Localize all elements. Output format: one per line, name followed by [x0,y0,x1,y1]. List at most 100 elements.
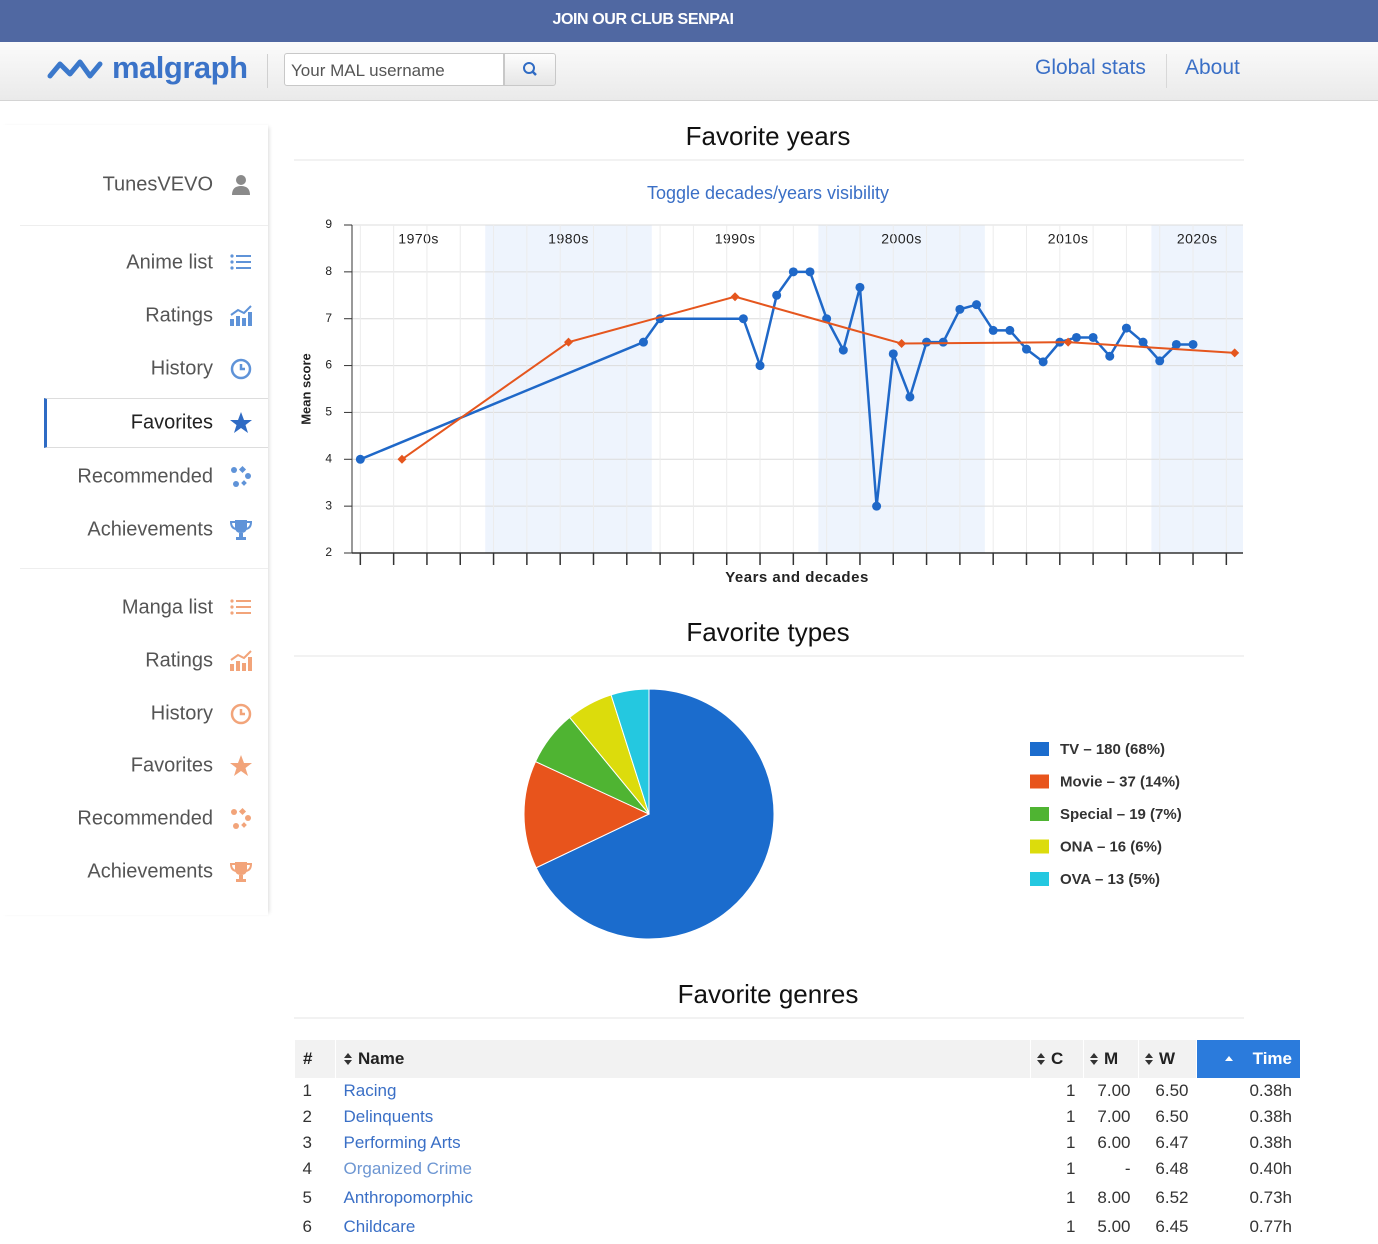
legend-label: OVA – 13 (5%) [1060,871,1160,888]
cell: 6 [302,1217,312,1236]
decade-label: 2020s [1177,231,1218,247]
column-header[interactable]: C [1030,1040,1084,1078]
genre-link[interactable]: Organized Crime [343,1159,473,1178]
table-row: 5 Anthropomorphic 1 8.00 6.52 0.73h [295,1182,1301,1214]
cell: 2 [302,1107,312,1126]
cell: 1 [1066,1159,1076,1178]
table-row: 6 Childcare 1 5.00 6.45 0.77h [295,1214,1301,1240]
genres-table: # Name C M W Time 1 Racing 1 7.00 6.50 0.38h 2 Delinq… [294,1040,1300,1240]
legend-label: TV – 180 (68%) [1060,741,1165,758]
icon-part [230,358,252,380]
genre-link[interactable]: Racing [343,1081,397,1100]
nav-link[interactable]: Global stats [1035,56,1146,79]
point [805,267,815,277]
menu-item[interactable]: Recommended [0,799,268,839]
header-label: M [1104,1049,1119,1068]
user-item[interactable]: TunesVEVO [0,165,268,205]
search-input[interactable]: Your MAL username [284,53,504,86]
menu-item[interactable]: Ratings [0,296,268,336]
genre-link[interactable]: Anthropomorphic [343,1188,473,1207]
y-tick-label: 5 [325,405,332,419]
point [1105,351,1115,361]
banner-text[interactable]: JOIN OUR CLUB SENPAI [552,11,734,28]
point [1171,339,1181,349]
decade-label: 1970s [398,231,439,247]
header-label: Time [1252,1049,1292,1068]
icon-part [236,612,251,614]
legend-swatch [1030,872,1049,886]
cell: 6.47 [1155,1133,1189,1152]
icon-part [231,809,237,815]
username: TunesVEVO [102,173,213,196]
menu-item[interactable]: Achievements [0,852,268,892]
genre-link[interactable]: Delinquents [343,1107,434,1126]
point [1063,337,1073,347]
icon [230,703,252,725]
menu-item[interactable]: Recommended [0,457,268,497]
point [1121,323,1131,333]
column-header[interactable]: W [1138,1040,1197,1078]
cell: 1 [1066,1081,1076,1100]
menu-label: Favorites [130,411,213,434]
decade-label: 2000s [881,231,922,247]
nav-link[interactable]: About [1185,56,1240,79]
table-row: 2 Delinquents 1 7.00 6.50 0.38h [295,1104,1301,1130]
icon [230,305,252,326]
menu-item[interactable]: History [0,349,268,389]
logo-icon[interactable] [46,52,108,88]
icon [231,807,251,829]
menu-item[interactable]: Manga list [0,588,268,628]
cell: 1 [302,1081,312,1100]
decade-band [818,225,985,553]
section-title: Favorite genres [678,979,859,1009]
legend-swatch [1030,742,1049,756]
menu-label: Achievements [87,860,213,883]
sort-icon [1037,1053,1045,1065]
icon-part [230,611,234,615]
genre-link[interactable]: Performing Arts [343,1133,461,1152]
icon-part [245,815,251,821]
column-header[interactable]: Name [335,1040,1031,1078]
genre-link[interactable]: Childcare [343,1217,416,1236]
menu-label: Recommended [77,807,213,830]
icon-part [230,266,234,270]
separator [20,568,268,569]
cell: 5 [302,1188,312,1207]
cell: 5.00 [1097,1217,1131,1236]
series-line [401,295,1235,461]
icon [230,650,252,671]
y-tick-label: 6 [325,358,332,372]
search-button[interactable] [504,53,556,86]
sort-icon [1090,1053,1098,1065]
icon-part [230,599,234,603]
icon [230,412,252,433]
table: # Name C M W Time 1 Racing 1 7.00 6.50 0.38h 2 Delinq… [294,1040,1300,1240]
icon [231,465,251,487]
point [888,349,898,359]
menu-item[interactable]: History [0,694,268,734]
column-header[interactable]: M [1083,1040,1139,1078]
icon-part [245,473,251,479]
point [955,304,965,314]
menu-item[interactable]: Anime list [0,243,268,283]
banner[interactable]: JOIN OUR CLUB SENPAI [0,0,1378,42]
menu-item[interactable]: Favorites [0,746,268,786]
point [1088,332,1098,342]
point [872,501,882,511]
icon-part [230,703,252,725]
menu-label: Achievements [87,518,213,541]
menu-item[interactable]: Achievements [0,510,268,550]
logo[interactable]: malgraph [112,50,248,85]
cell: 6.00 [1097,1133,1131,1152]
point [1071,332,1081,342]
icon-part [236,316,240,326]
icon-part [236,600,251,602]
header-label: # [303,1049,313,1068]
column-header[interactable]: Time [1196,1040,1300,1078]
icon [230,254,251,270]
table-row: 1 Racing 1 7.00 6.50 0.38h [295,1078,1301,1104]
menu-item[interactable]: Ratings [0,641,268,681]
toggle-link[interactable]: Toggle decades/years visibility [647,183,889,203]
menu-item[interactable]: Favorites [44,398,268,448]
menu-label: Favorites [130,754,213,777]
